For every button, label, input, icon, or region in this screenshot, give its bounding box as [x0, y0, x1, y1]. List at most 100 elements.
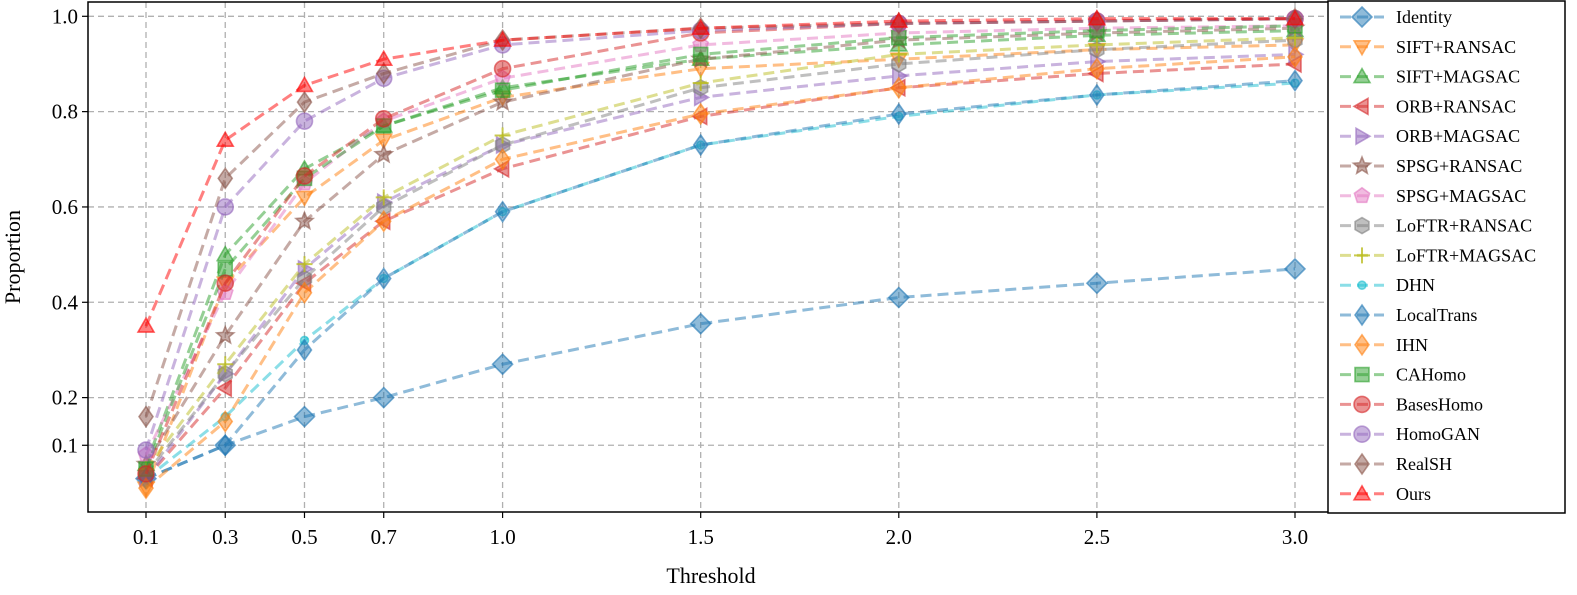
thin-diamond-marker — [217, 166, 234, 190]
x-tick-label: 0.7 — [371, 525, 397, 549]
plus-marker — [692, 75, 709, 92]
thin-diamond-marker — [138, 405, 154, 429]
triangle-left-marker — [1352, 97, 1369, 116]
legend-label: RealSH — [1396, 454, 1452, 474]
circle-marker — [1353, 395, 1371, 414]
thin-diamond-marker — [296, 90, 313, 114]
diamond-marker — [372, 386, 395, 409]
series-line — [144, 29, 1296, 465]
triangle-up-marker — [374, 49, 394, 66]
y-tick-label: 0.6 — [52, 195, 78, 219]
plus-marker — [1088, 36, 1105, 53]
x-tick-label: 2.5 — [1084, 525, 1110, 549]
star-marker — [492, 90, 514, 112]
legend-entry: Identity — [1340, 5, 1452, 29]
triangle-up-marker — [136, 316, 156, 333]
legend-label: ORB+RANSAC — [1396, 96, 1516, 116]
legend-entry: LoFTR+MAGSAC — [1340, 245, 1536, 265]
legend-entry: Ours — [1340, 484, 1431, 504]
triangle-up-marker — [1285, 9, 1305, 26]
legend-entry: SPSG+MAGSAC — [1340, 186, 1526, 206]
triangle-up-marker — [691, 18, 711, 36]
legend-entry: IHN — [1340, 333, 1428, 357]
thin-diamond-marker — [1287, 69, 1303, 93]
triangle-up-marker — [1352, 484, 1372, 501]
thin-diamond-marker — [494, 147, 511, 171]
plus-marker — [375, 189, 392, 206]
hexagon-marker — [1354, 216, 1370, 235]
star-marker — [373, 143, 395, 164]
plus-marker — [1354, 247, 1370, 264]
legend-label: HomoGAN — [1396, 424, 1480, 444]
triangle-up-marker — [1087, 9, 1107, 26]
legend-label: SIFT+RANSAC — [1396, 37, 1516, 57]
series-cahomo — [138, 18, 1303, 477]
x-tick-label: 0.3 — [212, 525, 238, 549]
circle-marker — [137, 465, 155, 483]
legend-entry: HomoGAN — [1340, 424, 1480, 444]
y-tick-label: 0.4 — [52, 290, 79, 314]
thin-diamond-marker — [1088, 83, 1105, 107]
x-tick-label: 0.1 — [133, 525, 159, 549]
triangle-up-marker — [295, 75, 314, 93]
thin-diamond-marker — [138, 476, 154, 500]
triangle-up-marker — [215, 245, 235, 262]
series-line — [145, 55, 1296, 490]
legend-label: SPSG+MAGSAC — [1396, 186, 1526, 206]
legend-label: IHN — [1396, 335, 1428, 355]
plus-marker — [296, 256, 313, 273]
legend-label: CAHomo — [1396, 365, 1466, 385]
legend-entry: RealSH — [1340, 452, 1452, 476]
thin-diamond-marker — [494, 200, 511, 224]
thin-diamond-marker — [1354, 333, 1370, 357]
diamond-marker — [1350, 5, 1374, 29]
pentagon-marker — [1353, 186, 1371, 204]
x-tick-label: 1.5 — [688, 525, 714, 549]
circle-marker — [137, 441, 155, 459]
triangle-up-marker — [889, 11, 909, 28]
series-ours — [136, 9, 1305, 333]
thin-diamond-marker — [375, 209, 392, 233]
square-marker — [692, 46, 709, 63]
thin-diamond-marker — [217, 433, 234, 457]
series-homogan — [137, 9, 1304, 459]
x-axis-label: Threshold — [666, 563, 755, 588]
thin-diamond-marker — [890, 102, 907, 126]
legend-entry: DHN — [1340, 275, 1435, 295]
circle-marker — [216, 198, 235, 216]
triangle-up-marker — [493, 30, 512, 47]
legend-label: LoFTR+MAGSAC — [1396, 245, 1536, 265]
diamond-marker — [293, 405, 316, 428]
legend-label: SPSG+RANSAC — [1396, 156, 1522, 176]
small-circle-marker — [1357, 280, 1367, 291]
legend-entry: SIFT+RANSAC — [1340, 37, 1516, 57]
legend-entry: SPSG+RANSAC — [1340, 154, 1522, 176]
series-ihn — [138, 45, 1303, 500]
series-line — [144, 38, 1296, 475]
legend-label: Identity — [1396, 7, 1452, 27]
star-marker — [1351, 154, 1373, 175]
series-sift-magsac — [136, 20, 1305, 472]
legend-label: ORB+MAGSAC — [1396, 126, 1520, 146]
legend: Identity SIFT+RANSAC SIFT+MAGSAC ORB+RANSAC… — [1327, 0, 1566, 514]
circle-marker — [493, 59, 512, 78]
series-line — [144, 52, 1296, 480]
thin-diamond-marker — [296, 281, 313, 305]
series-lines — [134, 7, 1307, 500]
legend-entry: CAHomo — [1340, 365, 1466, 385]
legend-entry: ORB+RANSAC — [1340, 96, 1516, 116]
diamond-marker — [887, 286, 910, 309]
y-tick-label: 0.2 — [52, 386, 78, 410]
circle-marker — [1353, 425, 1371, 444]
plus-marker — [494, 127, 511, 144]
series-line — [144, 36, 1296, 471]
circle-marker — [295, 167, 314, 185]
series-spsg-ransac — [135, 17, 1306, 474]
triangle-down-marker — [374, 133, 394, 150]
thin-diamond-marker — [296, 338, 313, 362]
triangle-up-marker — [1352, 66, 1372, 84]
series-line — [144, 17, 1296, 475]
series-line — [144, 17, 1296, 451]
legend-entry: SIFT+MAGSAC — [1340, 67, 1520, 87]
legend-label: SIFT+MAGSAC — [1396, 67, 1520, 87]
